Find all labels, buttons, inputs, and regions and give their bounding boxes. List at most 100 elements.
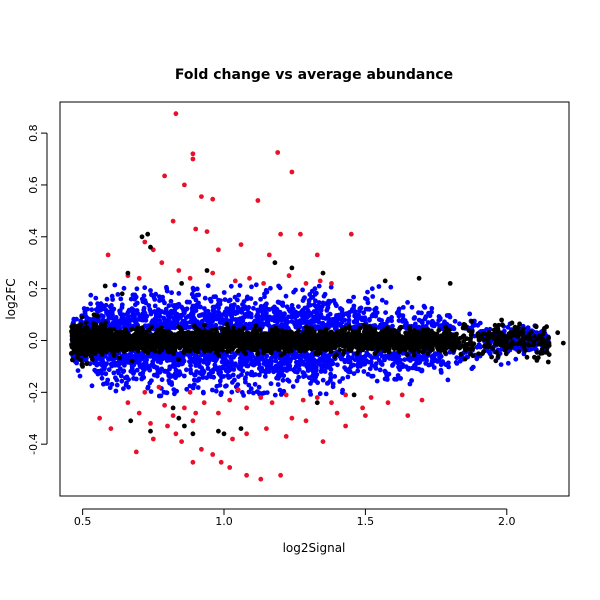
data-point-blue — [119, 378, 125, 384]
data-point-blue — [164, 284, 169, 290]
data-point-blue — [159, 377, 165, 383]
data-point-blue — [429, 322, 435, 328]
data-point-blue — [237, 322, 243, 327]
data-point-blue — [172, 309, 177, 314]
data-point-blue — [142, 367, 147, 372]
data-point-blue — [160, 294, 166, 300]
data-point-blue — [118, 296, 124, 302]
data-point-blue — [292, 315, 298, 320]
data-point-blue — [233, 317, 239, 322]
data-point-blue — [317, 391, 323, 397]
data-point-blue — [239, 306, 245, 312]
data-point-blue — [167, 312, 173, 317]
data-point-blue — [145, 385, 151, 391]
data-point-blue — [203, 312, 209, 318]
data-point-blue — [113, 388, 119, 394]
data-point-blue — [360, 316, 366, 322]
data-point-blue — [211, 374, 217, 380]
data-point-blue — [264, 363, 269, 369]
data-point-blue — [293, 324, 299, 330]
data-point-blue — [395, 373, 401, 378]
data-point-blue — [176, 291, 182, 296]
data-point-blue — [195, 385, 201, 390]
data-point-blue — [429, 306, 435, 311]
data-point-blue — [345, 354, 351, 360]
data-point-blue — [339, 356, 344, 362]
data-point-blue — [201, 359, 207, 365]
data-point-blue — [402, 357, 408, 362]
data-point-blue — [393, 356, 398, 362]
data-point-blue — [376, 284, 382, 289]
data-point-blue — [144, 357, 150, 363]
data-point-blue — [365, 289, 370, 295]
data-point-blue — [319, 366, 325, 371]
data-point-blue — [505, 360, 511, 366]
data-point-blue — [98, 301, 104, 307]
data-point-blue — [268, 285, 273, 291]
data-point-blue — [246, 382, 252, 388]
data-point-blue — [133, 302, 138, 308]
data-point-blue — [253, 301, 258, 306]
data-point-black — [468, 336, 473, 341]
data-point-blue — [268, 355, 274, 361]
data-point-blue — [97, 307, 103, 313]
data-point-blue — [318, 307, 324, 313]
data-point-blue — [426, 362, 432, 368]
data-point-blue — [313, 298, 318, 304]
data-point-blue — [128, 296, 134, 302]
data-point-blue — [133, 320, 139, 326]
data-point-blue — [316, 361, 322, 367]
data-point-blue — [280, 377, 286, 383]
data-point-black — [129, 326, 135, 332]
data-point-blue — [309, 378, 315, 383]
data-point-blue — [457, 321, 462, 327]
data-point-blue — [142, 285, 148, 291]
data-point-blue — [131, 316, 137, 322]
data-point-blue — [152, 303, 158, 309]
data-point-blue — [192, 372, 198, 378]
data-point-blue — [337, 379, 343, 384]
data-point-black — [470, 346, 476, 352]
data-point-blue — [199, 319, 205, 324]
data-point-blue — [143, 300, 149, 306]
data-point-black — [457, 345, 462, 351]
data-point-blue — [218, 316, 224, 322]
data-point-blue — [228, 283, 234, 289]
data-point-blue — [294, 378, 300, 384]
data-point-blue — [367, 317, 372, 323]
data-point-blue — [147, 380, 153, 386]
data-point-blue — [351, 294, 356, 300]
data-point-blue — [315, 324, 321, 330]
data-point-blue — [152, 352, 158, 358]
data-point-black — [219, 326, 224, 331]
data-point-blue — [241, 299, 247, 304]
data-point-blue — [405, 300, 410, 305]
data-point-blue — [418, 318, 424, 324]
data-point-blue — [108, 304, 114, 310]
data-point-blue — [498, 362, 504, 367]
data-point-blue — [157, 298, 162, 303]
data-point-blue — [190, 385, 196, 391]
data-point-blue — [168, 298, 174, 304]
data-point-blue — [345, 374, 351, 380]
data-point-blue — [238, 362, 244, 368]
data-point-blue — [213, 365, 219, 370]
data-point-blue — [194, 292, 200, 298]
data-point-blue — [93, 295, 99, 301]
data-point-black — [202, 322, 207, 328]
data-point-blue — [346, 298, 351, 304]
data-point-blue — [119, 359, 125, 365]
data-point-blue — [226, 368, 232, 374]
data-point-black — [509, 320, 515, 326]
points-layer — [68, 111, 566, 482]
data-point-blue — [392, 350, 397, 356]
data-point-blue — [283, 293, 289, 299]
data-point-blue — [273, 311, 279, 317]
data-point-blue — [162, 368, 168, 374]
data-point-blue — [153, 314, 159, 320]
data-point-blue — [308, 364, 314, 370]
data-point-blue — [137, 315, 142, 320]
data-point-blue — [416, 366, 422, 372]
data-point-black — [458, 351, 464, 357]
data-point-blue — [365, 306, 371, 312]
